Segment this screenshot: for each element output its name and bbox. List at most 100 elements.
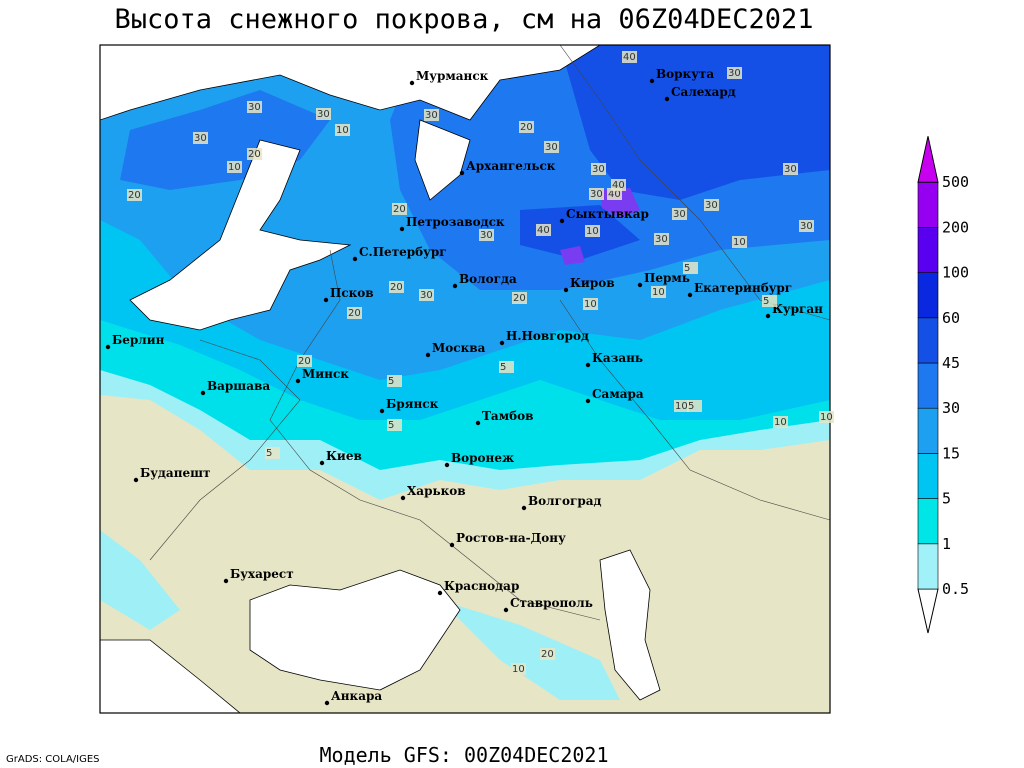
contour-label-box — [499, 361, 514, 373]
city-dot — [765, 313, 771, 319]
contour-label-box — [347, 307, 362, 319]
contour-label-box — [424, 109, 439, 121]
contour-label-box — [519, 121, 534, 133]
contour-label: 10 — [586, 226, 599, 237]
contour-label: 20 — [513, 293, 526, 304]
colorbar-label: 0.5 — [942, 580, 969, 598]
footer: Модель GFS: 00Z04DEC2021 — [320, 743, 609, 767]
city-dot — [563, 287, 569, 293]
contour-label: 5 — [388, 420, 394, 431]
contour-label: 20 — [348, 308, 361, 319]
city-dot — [499, 340, 505, 346]
contour-label: 20 — [541, 649, 554, 660]
contour-label: 20 — [248, 149, 261, 160]
city-label: Волгоград — [528, 494, 601, 508]
contour-label-box — [591, 163, 606, 175]
contour-label: 30 — [420, 290, 433, 301]
contour-label: 20 — [390, 282, 403, 293]
contour-label: 5 — [684, 263, 690, 274]
contour-label: 20 — [520, 122, 533, 133]
contour-label: 30 — [673, 209, 686, 220]
colorbar-segment — [917, 272, 939, 319]
contour-label: 30 — [728, 68, 741, 79]
contour-label: 30 — [655, 234, 668, 245]
contour-label-box — [674, 400, 689, 412]
city-dot — [503, 607, 509, 613]
city-label: Н.Новгород — [506, 329, 589, 343]
colorbar-label: 15 — [942, 444, 960, 462]
colorbar-segment — [917, 227, 939, 273]
contour-label-box — [583, 298, 598, 310]
footer-left: GrADS: COLA/IGES — [6, 754, 100, 765]
city-dot — [437, 590, 443, 596]
contour-label: 5 — [388, 376, 394, 387]
colorbar-label: 1 — [942, 535, 951, 553]
city-label: Псков — [330, 286, 374, 300]
city-dot — [449, 542, 455, 548]
city-dot — [379, 408, 385, 414]
city-label: Брянск — [386, 397, 439, 411]
city-label: Курган — [772, 302, 823, 316]
city-label: Москва — [432, 341, 486, 355]
contour-label: 10 — [336, 125, 349, 136]
city-label: Ставрополь — [510, 596, 593, 610]
city-label: Краснодар — [444, 579, 519, 593]
city-dot — [452, 283, 458, 289]
city-label: Варшава — [207, 379, 270, 393]
city-label: Киев — [326, 449, 362, 463]
contour-label: 30 — [784, 164, 797, 175]
city-label: Мурманск — [416, 69, 489, 83]
contour-label-box — [585, 225, 600, 237]
colorbar-segment — [917, 453, 939, 499]
city-label: Петрозаводск — [406, 215, 505, 229]
colorbar-segment — [917, 317, 939, 364]
city-dot — [400, 495, 406, 501]
city-label: Вологда — [459, 272, 517, 286]
city-dot — [133, 477, 139, 483]
contour-label: 40 — [537, 225, 550, 236]
city-dot — [559, 218, 565, 224]
city-dot — [352, 256, 358, 262]
snow-60 — [560, 188, 640, 265]
contour-label-box — [389, 281, 404, 293]
contour-label-box — [732, 236, 747, 248]
city-label: Бухарест — [230, 567, 294, 581]
contour-label-box — [227, 161, 242, 173]
contour-label: 10 — [774, 417, 787, 428]
city-dot — [585, 398, 591, 404]
city-dot — [521, 505, 527, 511]
city-label: Салехард — [671, 85, 736, 99]
colorbar-label: 5 — [942, 490, 951, 508]
contour-label-box — [611, 179, 626, 191]
colorbar-high — [917, 136, 939, 183]
contour-label: 30 — [425, 110, 438, 121]
city-dot — [323, 297, 329, 303]
contour-label: 40 — [612, 180, 625, 191]
contour-label-box — [316, 108, 331, 120]
contour-label: 20 — [393, 204, 406, 215]
contour-label: 30 — [480, 230, 493, 241]
contour-label-box — [297, 355, 312, 367]
city-label: Воркута — [656, 67, 714, 81]
contour-label-box — [687, 400, 702, 412]
colorbar-label: 100 — [942, 264, 969, 282]
contour-label-box — [799, 220, 814, 232]
city-label: Киров — [570, 276, 615, 290]
contour-label: 30 — [194, 133, 207, 144]
colorbar-segment — [917, 407, 939, 454]
colorbar-segment — [917, 498, 939, 545]
contour-label-box — [392, 203, 407, 215]
contour-label: 30 — [317, 109, 330, 120]
city-label: Воронеж — [451, 451, 514, 465]
city-dot — [223, 578, 229, 584]
contour-label: 10 — [820, 412, 833, 423]
city-label: Самара — [592, 387, 644, 401]
contour-label-box — [512, 292, 527, 304]
contour-label: 10 — [733, 237, 746, 248]
city-dot — [637, 282, 643, 288]
city-label: Минск — [302, 367, 349, 381]
contour-label-box — [773, 416, 788, 428]
city-dot — [399, 226, 405, 232]
contour-label: 30 — [590, 189, 603, 200]
